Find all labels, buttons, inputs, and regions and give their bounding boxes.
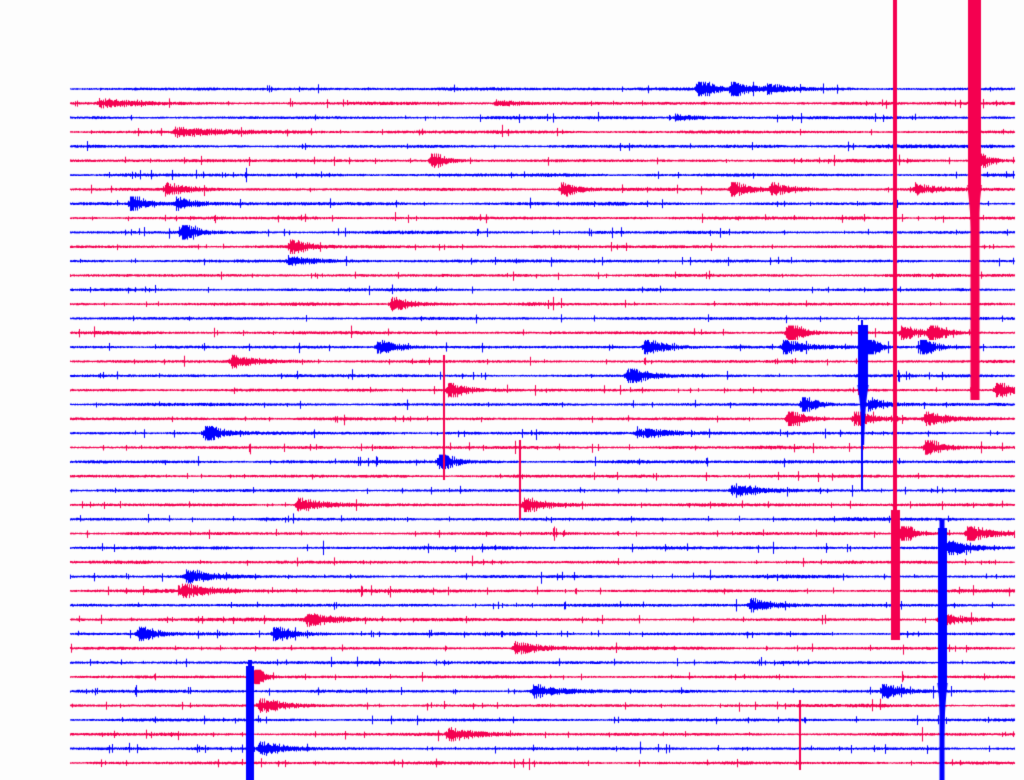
seismogram-traces: [0, 0, 1024, 780]
helicorder-plot: HP Pylos Applied filter: WWSSN-SP 2025-1…: [0, 0, 1024, 780]
